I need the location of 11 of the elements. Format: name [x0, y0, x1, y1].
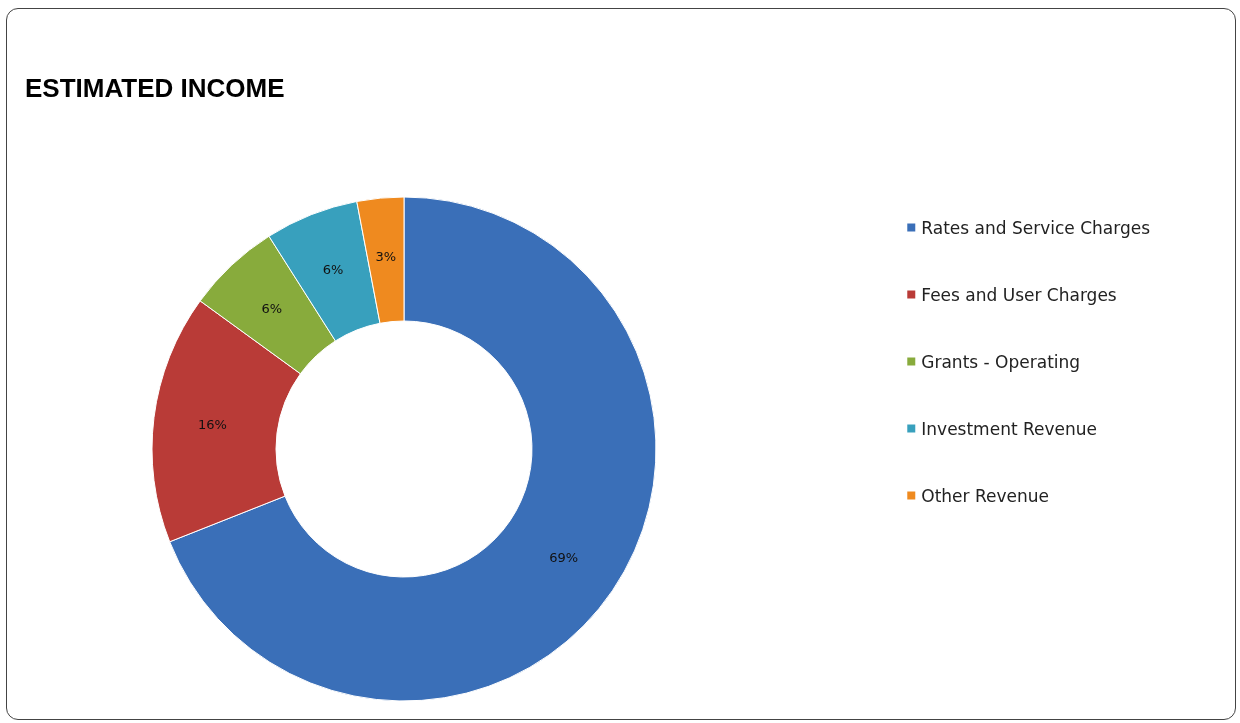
legend-label: Other Revenue: [921, 485, 1049, 506]
data-label: 3%: [375, 249, 397, 265]
data-label: 16%: [198, 417, 227, 433]
data-label: 6%: [322, 262, 344, 278]
legend-label: Fees and User Charges: [921, 284, 1117, 305]
legend-label: Investment Revenue: [921, 418, 1098, 439]
data-label: 69%: [549, 549, 579, 565]
legend-label: Grants - Operating: [921, 351, 1081, 372]
chart-title: ESTIMATED INCOME: [25, 73, 285, 103]
data-label: 6%: [261, 300, 283, 316]
legend-label: Rates and Service Charges: [921, 217, 1151, 238]
